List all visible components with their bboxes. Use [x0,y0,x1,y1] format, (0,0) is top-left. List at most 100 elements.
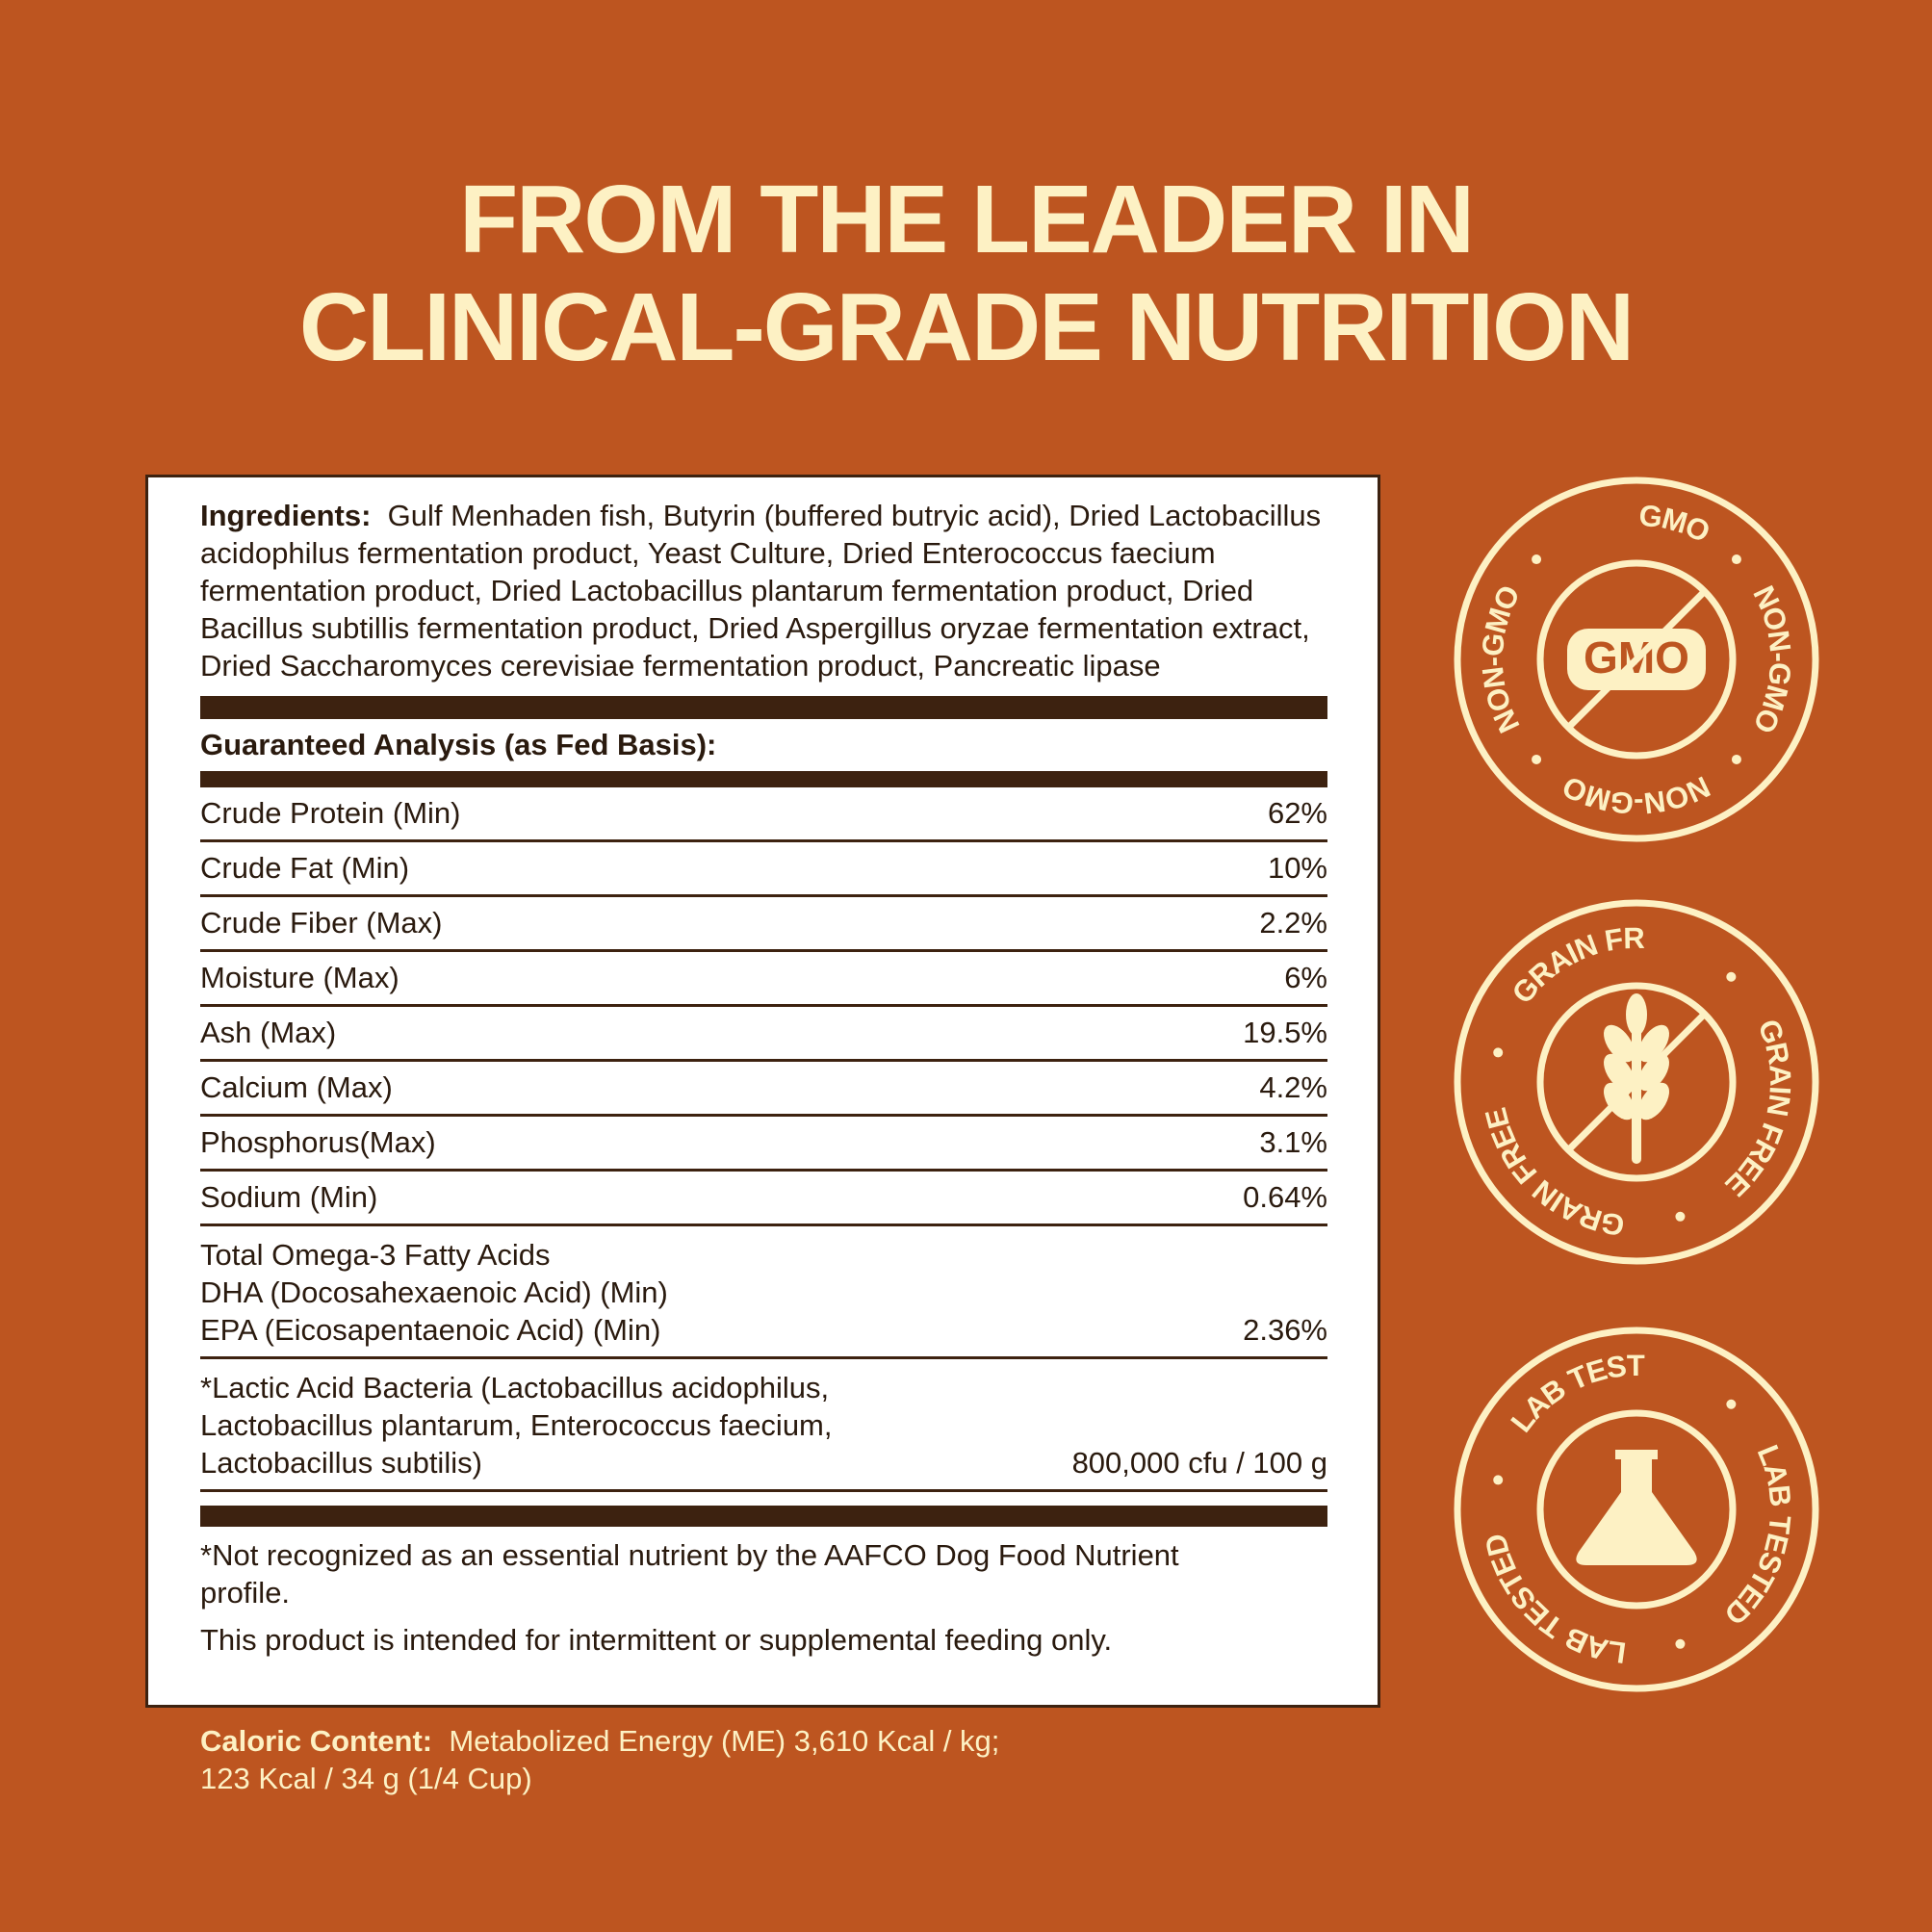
divider [200,771,1327,787]
nutrient-value: 10% [1267,851,1327,885]
ring-text-path: NON-GMO [1476,580,1527,738]
badge-outer [1454,899,1819,1265]
nutrient-name-line: Crude Fiber (Max) [200,906,443,940]
caloric-content: Caloric Content: Metabolized Energy (ME)… [200,1722,999,1797]
analysis-row: Phosphorus(Max) 3.1% [200,1117,1327,1172]
nutrient-value: 4.2% [1259,1070,1327,1104]
nutrient-name: Phosphorus(Max) [200,1123,436,1161]
nutrient-name-line: Crude Protein (Min) [200,796,461,830]
analysis-row: Ash (Max) 19.5% [200,1007,1327,1062]
analysis-row: *Lactic Acid Bacteria (Lactobacillus aci… [200,1359,1327,1492]
badge-outer [1454,1327,1819,1692]
title-line: FROM THE LEADER IN [459,166,1475,273]
ingredients-text: Gulf Menhaden fish, Butyrin (buffered bu… [200,499,1322,683]
ring-dot [1731,554,1741,565]
nutrient-name-line: Phosphorus(Max) [200,1125,436,1159]
ingredients-label: Ingredients: [200,499,372,532]
analysis-row: Sodium (Min) 0.64% [200,1172,1327,1226]
prohibit-slash [1566,1012,1707,1152]
caloric-label: Caloric Content: [200,1724,433,1758]
wheat-grain [1638,1024,1669,1063]
ring-dot [1675,1638,1686,1649]
nutrient-value: 19.5% [1243,1016,1327,1049]
nutrient-name: Moisture (Max) [200,959,399,996]
analysis-row: Crude Protein (Min) 62% [200,787,1327,842]
ring-text-path: LAB TESTED [0,0,1645,1438]
note: *Not recognized as an essential nutrient… [200,1538,1179,1610]
ring-dot [1493,1475,1504,1485]
flask [1576,1450,1697,1565]
analysis-row: Moisture (Max) 6% [200,952,1327,1007]
analysis-heading: Guaranteed Analysis (as Fed Basis): [200,728,717,761]
prohibit-slash [1566,589,1707,730]
ring-text: NON-GMO [1746,580,1797,738]
nutrient-name-line: EPA (Eicosapentaenoic Acid) (Min) [200,1313,661,1347]
nutrient-name: Calcium (Max) [200,1069,393,1106]
wheat-grain [1626,993,1647,1036]
nutrient-name: Crude Fat (Min) [200,849,409,887]
nutrient-name: Total Omega-3 Fatty Acids DHA (Docosahexa… [200,1236,668,1349]
ring-text-path: NON-GMO [1558,769,1715,820]
ring-text: NON-GMO [1476,580,1527,738]
nutrient-value: 62% [1267,796,1327,830]
label-panel: Ingredients: Gulf Menhaden fish, Butyrin… [145,475,1380,1708]
ring-dot [1726,971,1737,982]
nutrient-name-line: Ash (Max) [200,1016,337,1049]
nutrient-name-line: Sodium (Min) [200,1180,378,1214]
nutrient-name: *Lactic Acid Bacteria (Lactobacillus aci… [200,1369,833,1481]
nutrient-value: 3.1% [1259,1125,1327,1159]
ring-text: NON-GMO [1558,769,1715,820]
nutrient-name: Sodium (Min) [200,1178,377,1216]
nutrient-name: Ash (Max) [200,1014,336,1051]
wheat-grain [1604,1024,1635,1063]
ring-dot [1731,754,1741,764]
badge-outer [1454,477,1819,842]
nutrient-name-line: Crude Fat (Min) [200,851,410,885]
nutrient-name-line: Total Omega-3 Fatty Acids [200,1238,551,1272]
ring-text-path: NON-GMO [1746,580,1797,738]
ring-text-path: NON-GMO [0,0,1715,550]
divider [200,696,1327,719]
label-content: Ingredients: Gulf Menhaden fish, Butyrin… [200,497,1327,1659]
nutrient-value: 2.36% [1243,1313,1327,1347]
nutrient-name-line: Lactobacillus subtilis) [200,1446,482,1480]
caloric-line: Metabolized Energy (ME) 3,610 Kcal / kg; [449,1724,1000,1758]
ring-dot [1493,1047,1504,1058]
caloric-line: 123 Kcal / 34 g (1/4 Cup) [200,1762,532,1795]
nutrient-name-line: DHA (Docosahexaenoic Acid) (Min) [200,1275,668,1309]
ring-text: NON-GMO [0,0,1715,550]
ring-text: GRAIN FREE [0,0,1645,1010]
nutrient-name: Crude Fiber (Max) [200,904,443,941]
wheat-grain [1604,1053,1635,1092]
ring-dot [1726,1399,1737,1409]
ring-dot [1532,554,1542,565]
ring-dot [1532,754,1542,764]
analysis-row: Calcium (Max) 4.2% [200,1062,1327,1117]
nutrient-name-line: *Lactic Acid Bacteria (Lactobacillus aci… [200,1371,830,1404]
nutrient-value: 2.2% [1259,906,1327,940]
analysis-row: Total Omega-3 Fatty Acids DHA (Docosahexa… [200,1226,1327,1359]
note: This product is intended for intermitten… [200,1623,1113,1657]
analysis-row: Crude Fiber (Max) 2.2% [200,897,1327,952]
ring-text: LAB TESTED [0,0,1645,1438]
ring-dot [1675,1211,1686,1222]
badge-inner [1536,982,1737,1182]
nutrient-value: 800,000 cfu / 100 g [1071,1446,1327,1480]
nutrient-value: 0.64% [1243,1180,1327,1214]
nutrient-value: 6% [1284,961,1327,994]
wheat-grain [1638,1082,1669,1121]
badge-inner [1536,559,1737,760]
analysis-table: Crude Protein (Min) 62% Crude Fat (Min) 10%… [200,787,1327,1492]
nutrient-name-line: Lactobacillus plantarum, Enterococcus fa… [200,1408,833,1442]
nutrient-name-line: Moisture (Max) [200,961,399,994]
nutrient-name-line: Calcium (Max) [200,1070,393,1104]
divider [200,1506,1327,1527]
analysis-row: Crude Fat (Min) 10% [200,842,1327,897]
badge-inner [1536,1409,1737,1610]
ring-text-path: GRAIN FREE [0,0,1645,1010]
nutrient-name: Crude Protein (Min) [200,794,460,832]
